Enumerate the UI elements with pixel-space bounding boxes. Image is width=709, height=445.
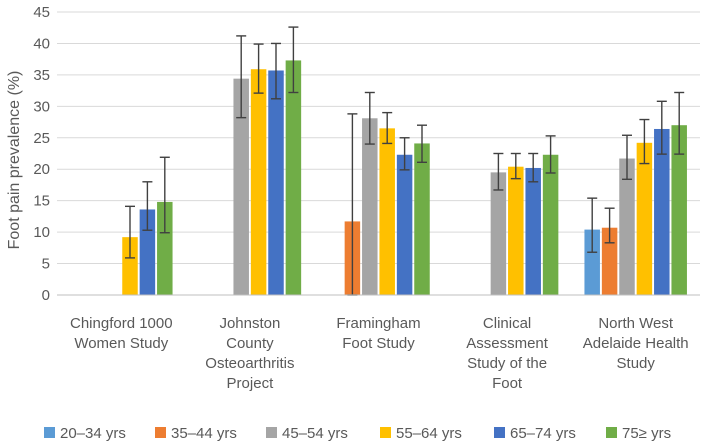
- x-category-label: Johnston County Osteoarthritis Project: [205, 315, 294, 392]
- bars: [122, 60, 687, 296]
- y-tick-label: 15: [33, 193, 50, 210]
- y-tick-label: 30: [33, 98, 50, 115]
- y-axis-label: Foot pain prevalence (%): [6, 71, 23, 250]
- x-category-label-line: North West: [598, 315, 674, 332]
- bar: [636, 142, 653, 295]
- x-category-label-line: Osteoarthritis: [205, 355, 294, 372]
- bar: [122, 237, 138, 295]
- x-category-label: Framingham Foot Study: [336, 315, 420, 352]
- bar: [396, 154, 413, 295]
- x-category-label: North West Adelaide Health Study: [583, 315, 689, 372]
- legend-label: 35–44 yrs: [171, 425, 237, 442]
- legend-swatch: [44, 427, 55, 438]
- bar: [285, 60, 302, 296]
- x-category-label-line: Foot Study: [342, 335, 415, 352]
- bar: [525, 167, 541, 295]
- legend-label: 55–64 yrs: [396, 425, 462, 442]
- y-tick-label: 40: [33, 35, 50, 52]
- bar: [508, 166, 524, 295]
- y-tick-label: 5: [42, 256, 50, 273]
- x-category-label-line: Framingham: [336, 315, 420, 332]
- legend-label: 65–74 yrs: [510, 425, 576, 442]
- legend-label: 45–54 yrs: [282, 425, 348, 442]
- bar: [671, 125, 687, 295]
- x-category-label-line: Study: [617, 355, 656, 372]
- y-tick-label: 45: [33, 4, 50, 21]
- bar: [250, 69, 267, 296]
- x-category-label-line: Clinical: [483, 315, 531, 332]
- bar: [379, 128, 395, 295]
- y-tick-label: 0: [42, 287, 50, 304]
- bar: [654, 128, 670, 295]
- bar: [362, 118, 378, 295]
- x-category-label-line: Adelaide Health: [583, 335, 689, 352]
- legend-label: 75≥ yrs: [622, 425, 671, 442]
- legend-swatch: [266, 427, 277, 438]
- bar: [542, 154, 559, 295]
- y-tick-label: 25: [33, 130, 50, 147]
- bar: [619, 158, 635, 295]
- x-category-label-line: Women Study: [74, 335, 168, 352]
- bar: [490, 172, 507, 295]
- y-tick-label: 20: [33, 161, 50, 178]
- x-category-label-line: Project: [227, 375, 275, 392]
- x-category-label-line: Chingford 1000: [70, 315, 173, 332]
- legend-swatch: [606, 427, 617, 438]
- bar: [233, 78, 249, 295]
- bar: [601, 227, 618, 295]
- x-category-label: Clinical Assessment Study of the Foot: [466, 315, 549, 392]
- bar: [584, 229, 600, 295]
- legend-swatch: [155, 427, 166, 438]
- x-category-label: Chingford 1000 Women Study: [70, 315, 173, 352]
- x-category-label-line: Johnston: [219, 315, 280, 332]
- x-axis-categories: Chingford 1000 Women Study Johnston County O…: [70, 315, 689, 392]
- legend: 20–34 yrs 35–44 yrs 45–54 yrs 55–64 yrs 65–7…: [44, 425, 671, 442]
- y-axis-ticks: 0 5 10 15 20 25 30 35 40 45: [33, 4, 50, 304]
- bar: [414, 143, 430, 295]
- x-category-label-line: Assessment: [466, 335, 549, 352]
- legend-swatch: [380, 427, 391, 438]
- legend-swatch: [494, 427, 505, 438]
- y-tick-label: 35: [33, 67, 50, 84]
- bar: [268, 70, 284, 295]
- error-bars: [125, 26, 685, 296]
- legend-label: 20–34 yrs: [60, 425, 126, 442]
- x-category-label-line: Study of the: [467, 355, 547, 372]
- x-category-label-line: County: [226, 335, 274, 352]
- x-category-label-line: Foot: [492, 375, 523, 392]
- bar: [157, 201, 173, 295]
- y-tick-label: 10: [33, 224, 50, 241]
